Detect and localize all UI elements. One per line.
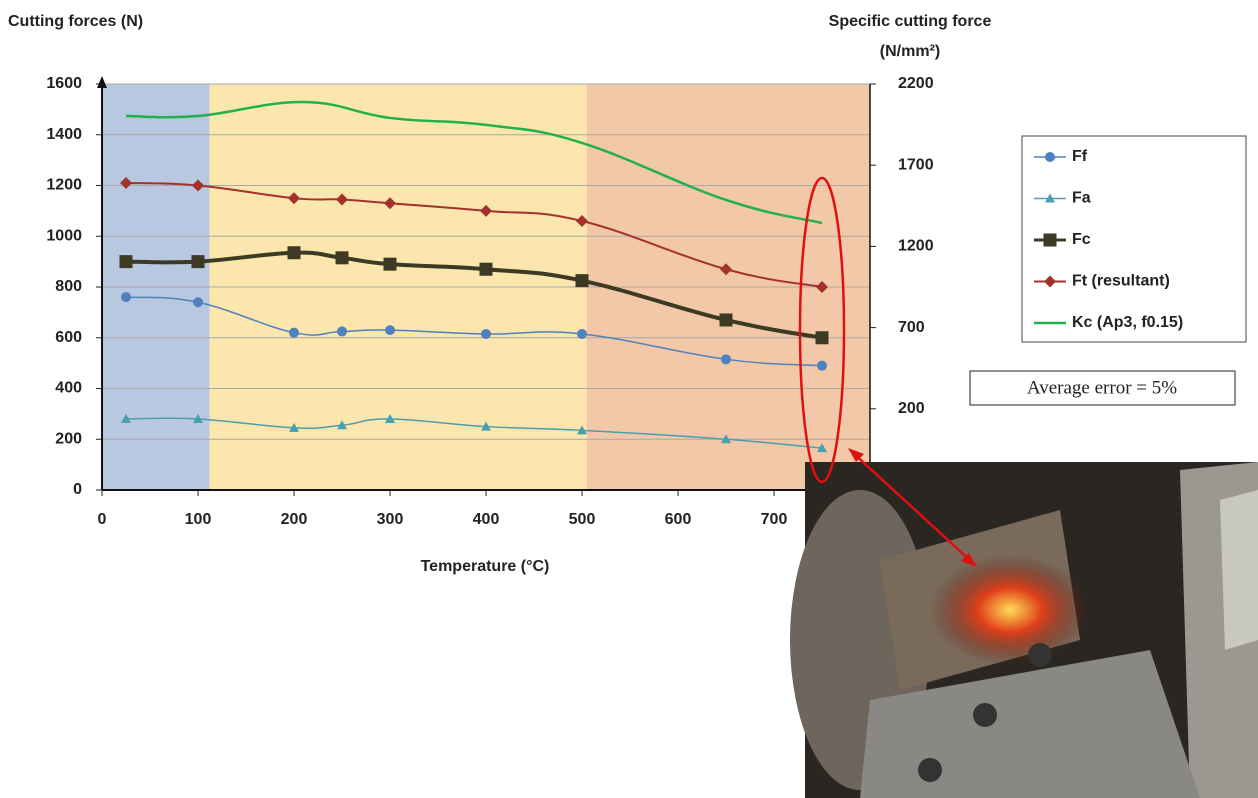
y-tick-label: 1400: [46, 126, 82, 143]
legend-marker: [1043, 233, 1057, 247]
photo-screw: [1028, 643, 1052, 667]
photo: [790, 462, 1258, 798]
annotation: Average error = 5%: [1027, 377, 1177, 398]
data-point: [577, 328, 587, 339]
data-point: [288, 192, 300, 205]
series-line: [125, 417, 823, 449]
data-point: [481, 328, 491, 339]
data-point: [289, 327, 299, 338]
data-point: [385, 413, 395, 423]
data-point: [191, 255, 205, 269]
data-point: [335, 251, 349, 265]
highlight-ellipse: [798, 176, 846, 484]
data-point: [289, 422, 299, 432]
x-tick-label: 600: [665, 511, 692, 528]
y-tick-label: 1000: [46, 227, 82, 244]
data-point: [384, 197, 396, 210]
data-point: [385, 325, 395, 336]
y-tick-label: 1200: [46, 177, 82, 194]
arrow-head: [961, 553, 977, 567]
plot: [119, 100, 829, 453]
x-axis-label: Temperature (°C): [421, 558, 550, 575]
data-point: [815, 331, 829, 345]
data-point: [119, 255, 133, 269]
photo-hot-zone: [930, 555, 1090, 665]
data-point: [577, 425, 587, 435]
legend-label: Ff: [1072, 148, 1088, 165]
annotation-box: [969, 370, 1236, 406]
data-point: [719, 313, 733, 327]
data-point: [192, 179, 204, 192]
y-tick-label: 0: [73, 481, 82, 498]
arrow-head: [848, 448, 864, 462]
legend-marker: [1045, 152, 1055, 162]
x-tick-label: 500: [569, 511, 596, 528]
data-point: [383, 257, 397, 271]
data-point: [816, 281, 828, 293]
y2-tick-label: 700: [898, 319, 925, 336]
y2-tick-label: 1700: [898, 156, 934, 173]
photo-panel: [1220, 490, 1258, 650]
photo-screw: [973, 703, 997, 727]
data-point: [576, 215, 588, 228]
y-axis-arrow: [97, 76, 107, 88]
data-point: [337, 326, 347, 337]
photo-tool-holder: [860, 650, 1200, 798]
x-tick-label: 300: [377, 511, 404, 528]
y-tick-label: 200: [55, 430, 82, 447]
pointer-arrow: [851, 451, 974, 564]
legend: Ff Fa Fc Ft (resultant) Kc (Ap3, f0.15): [1034, 148, 1183, 331]
data-point: [193, 413, 203, 423]
data-point: [479, 262, 493, 276]
legend-marker: [1044, 275, 1056, 288]
series-line: [125, 250, 823, 340]
legend-label: Ft (resultant): [1072, 273, 1170, 290]
data-point: [120, 176, 132, 189]
y2-tick-label: 1200: [898, 238, 934, 255]
data-point: [121, 413, 131, 423]
series-line: [125, 181, 823, 288]
y-tick-label: 800: [55, 278, 82, 295]
data-point: [817, 360, 827, 371]
data-point: [336, 193, 348, 206]
x-tick-label: 400: [473, 511, 500, 528]
legend-label: Fa: [1072, 190, 1091, 207]
data-point: [481, 421, 491, 431]
data-point: [193, 297, 203, 308]
data-point: [721, 354, 731, 365]
data-point: [720, 263, 732, 276]
series-line: [125, 100, 823, 225]
legend-marker: [1045, 193, 1055, 203]
data-point: [480, 204, 492, 217]
y2-tick-label: 200: [898, 400, 925, 417]
data-point: [337, 420, 347, 430]
data-point: [575, 274, 589, 288]
legend-label: Fc: [1072, 231, 1091, 248]
x-tick-label: 200: [281, 511, 308, 528]
y-tick-label: 1600: [46, 75, 82, 92]
data-point: [121, 292, 131, 303]
y2-axis-label: Specific cutting force: [829, 13, 992, 30]
y-axis-label: Cutting forces (N): [8, 13, 143, 30]
x-tick-label: 700: [761, 511, 788, 528]
y-tick-label: 400: [55, 380, 82, 397]
series-line: [125, 296, 823, 367]
photo-screw: [918, 758, 942, 782]
data-point: [817, 443, 827, 453]
x-tick-label: 100: [185, 511, 212, 528]
y2-axis-label: (N/mm²): [880, 43, 940, 60]
y2-tick-label: 2200: [898, 75, 934, 92]
data-point: [721, 434, 731, 444]
legend-label: Kc (Ap3, f0.15): [1072, 314, 1183, 331]
data-point: [287, 246, 301, 260]
axes: 02004006008001000120014001600-3002007001…: [46, 75, 933, 528]
y-tick-label: 600: [55, 329, 82, 346]
x-tick-label: 0: [98, 511, 107, 528]
